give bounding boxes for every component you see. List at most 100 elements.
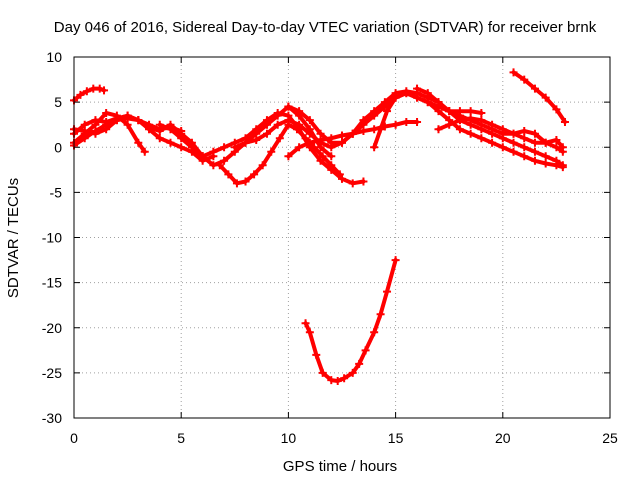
series-arc-5	[70, 111, 218, 165]
data-point	[348, 129, 357, 138]
data-point	[275, 134, 284, 143]
data-point	[82, 87, 91, 96]
data-point	[541, 138, 550, 147]
y-tick-label: -30	[42, 410, 62, 426]
data-point	[273, 120, 282, 129]
x-tick-label: 15	[388, 430, 404, 446]
data-point	[434, 125, 443, 134]
data-point	[355, 359, 364, 368]
data-point	[95, 84, 104, 93]
data-point	[477, 125, 486, 134]
y-tick-label: -20	[42, 320, 62, 336]
data-point	[252, 125, 261, 134]
data-point	[445, 107, 454, 116]
data-point	[338, 138, 346, 147]
data-point	[530, 156, 539, 165]
data-point	[262, 129, 271, 138]
data-point	[520, 75, 529, 84]
data-point	[530, 138, 539, 147]
data-point	[359, 127, 368, 136]
data-point	[102, 108, 111, 117]
x-tick-label: 0	[70, 430, 78, 446]
data-point	[166, 138, 175, 147]
data-point	[91, 127, 100, 136]
data-point	[316, 156, 325, 165]
data-point	[488, 138, 497, 147]
data-point	[423, 89, 432, 98]
x-tick-label: 20	[495, 430, 511, 446]
x-axis-title: GPS time / hours	[283, 458, 397, 475]
data-point	[509, 147, 518, 156]
data-point	[455, 107, 464, 116]
data-point	[477, 134, 486, 143]
data-point	[301, 134, 310, 143]
data-point	[338, 131, 346, 140]
data-point	[455, 116, 464, 125]
data-point	[477, 108, 486, 117]
data-point	[187, 143, 196, 152]
data-point	[348, 179, 357, 188]
data-point	[520, 143, 529, 152]
data-point	[391, 256, 400, 265]
x-tick-label: 5	[177, 430, 185, 446]
ticks-layer	[73, 56, 611, 419]
data-point	[466, 129, 475, 138]
data-point	[155, 134, 164, 143]
data-point	[333, 376, 342, 385]
data-point	[370, 328, 379, 337]
data-point	[284, 102, 293, 111]
data-point	[241, 177, 250, 186]
data-point	[498, 143, 507, 152]
data-point	[541, 152, 550, 161]
data-point	[383, 287, 392, 296]
data-point	[100, 86, 109, 95]
data-point	[305, 328, 314, 337]
data-point	[318, 368, 327, 377]
data-point	[466, 114, 475, 123]
data-point	[338, 174, 346, 183]
data-point	[267, 147, 276, 156]
data-point	[215, 161, 224, 170]
data-point	[318, 152, 327, 161]
data-point	[509, 129, 518, 138]
data-point	[258, 161, 267, 170]
tick-labels-layer: 0 5 10 15 20 25 -30 -25 -20 -15 -10 -5 0 5 10	[42, 49, 618, 446]
data-point	[391, 120, 400, 129]
data-point	[102, 120, 111, 129]
data-point	[466, 107, 475, 116]
y-tick-label: 10	[46, 49, 62, 65]
data-point	[434, 98, 443, 107]
data-point	[391, 93, 400, 102]
data-point	[80, 134, 89, 143]
data-point	[123, 111, 132, 120]
data-point	[445, 120, 454, 129]
data-point	[376, 125, 385, 134]
data-point	[327, 161, 336, 170]
y-tick-label: -5	[50, 184, 63, 200]
x-tick-label: 10	[281, 430, 297, 446]
data-point	[220, 156, 229, 165]
data-point	[558, 161, 567, 170]
data-point	[252, 136, 261, 145]
series-arc-15	[509, 68, 569, 126]
data-point	[273, 108, 282, 117]
data-point	[305, 129, 314, 138]
data-point	[488, 120, 497, 129]
data-point	[80, 127, 89, 136]
y-axis-title: SDTVAR / TECUs	[5, 178, 22, 298]
y-tick-label: -25	[42, 365, 62, 381]
data-point	[305, 138, 314, 147]
data-point	[402, 89, 411, 98]
data-point	[361, 346, 370, 355]
data-point	[552, 105, 561, 114]
data-point	[520, 134, 529, 143]
data-point	[530, 147, 539, 156]
data-point	[541, 159, 550, 168]
data-point	[295, 107, 304, 116]
series-arc-11	[284, 117, 422, 161]
data-point	[558, 143, 567, 152]
chart-title: Day 046 of 2016, Sidereal Day-to-day VTE…	[54, 19, 597, 36]
data-point	[177, 134, 186, 143]
data-point	[232, 179, 241, 188]
